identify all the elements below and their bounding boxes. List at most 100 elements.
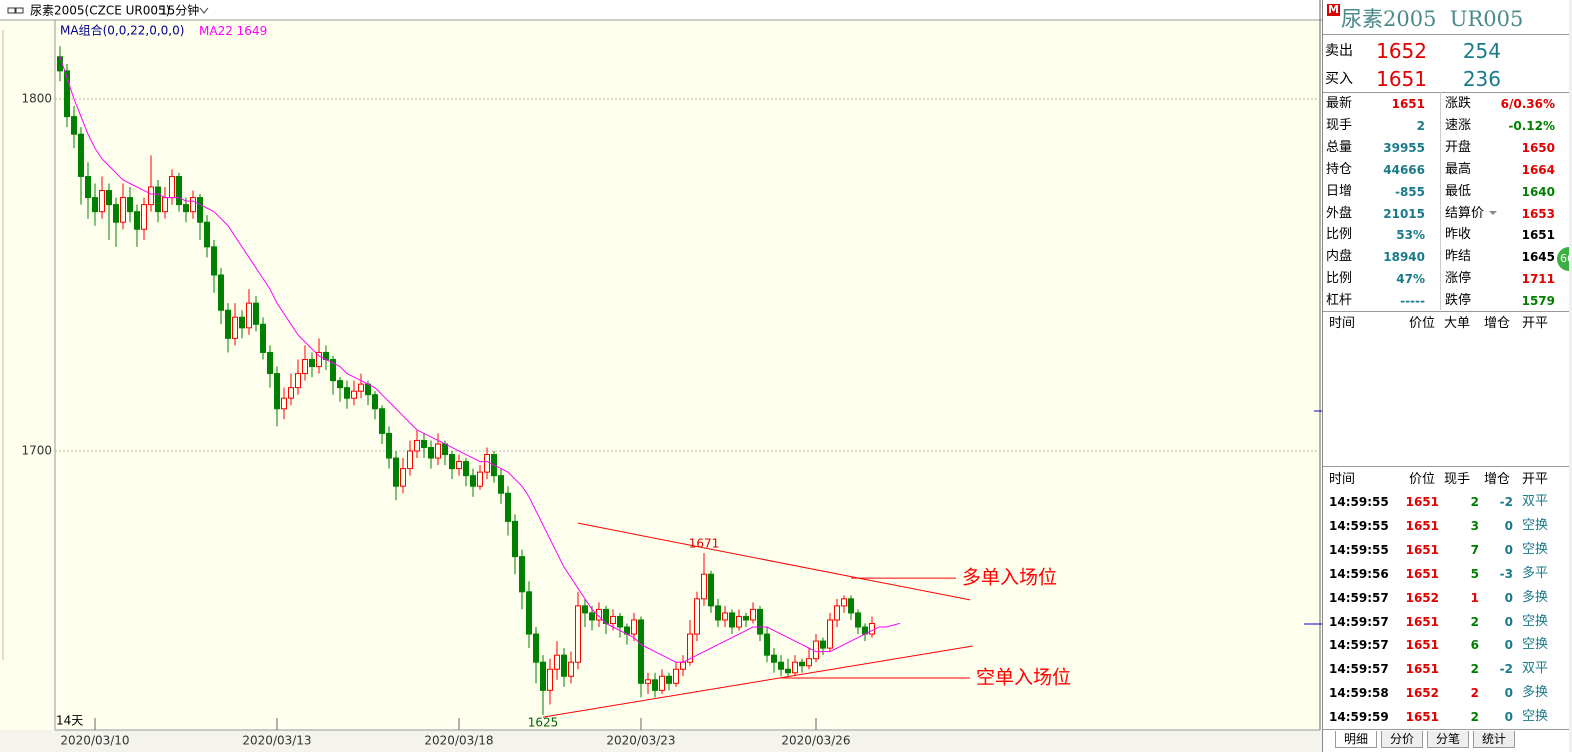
y-tick-label: 1700	[21, 444, 52, 458]
trade-price: 1652	[1405, 686, 1439, 701]
stat-label: 速涨	[1445, 117, 1472, 133]
stat-label: 最低	[1445, 183, 1472, 199]
trade-oi: 0	[1504, 710, 1513, 725]
candle-body	[393, 457, 399, 487]
divider	[1323, 729, 1569, 730]
trade-oi: 0	[1504, 638, 1513, 653]
candle-body	[113, 204, 119, 223]
tab[interactable]: 明细	[1335, 731, 1377, 748]
candle-body	[645, 679, 651, 684]
stat-value: 21015	[1383, 206, 1425, 221]
candle-body	[715, 605, 721, 621]
candle-body	[106, 190, 112, 206]
candle-body	[169, 175, 175, 199]
candle-body	[134, 211, 140, 230]
candle-body	[792, 661, 798, 674]
trade-price: 1651	[1405, 662, 1439, 677]
candle-body	[722, 612, 728, 621]
trade-volume: 7	[1470, 542, 1479, 557]
candle-body	[638, 619, 644, 684]
candle-body	[701, 573, 707, 600]
candle-body	[582, 605, 588, 614]
candle-body	[78, 133, 84, 177]
candle-body	[197, 197, 203, 223]
trade-type: 空换	[1522, 613, 1549, 629]
candle-body	[302, 358, 308, 375]
x-tick-label: 2020/03/10	[60, 734, 129, 748]
trade-price: 1651	[1405, 614, 1439, 629]
toolbar	[0, 0, 1322, 20]
x-tick-label: 2020/03/18	[424, 734, 493, 748]
candle-body	[757, 608, 763, 635]
float-button[interactable]: 66	[1557, 247, 1569, 271]
stats-divider	[1440, 92, 1441, 310]
column-header: 时间	[1329, 472, 1356, 487]
candle-body	[680, 661, 686, 670]
stat-value: 47%	[1396, 272, 1425, 287]
candle-body	[827, 619, 833, 649]
stat-label: 涨停	[1445, 271, 1472, 287]
candle-body	[617, 615, 623, 628]
candle-body	[246, 302, 252, 329]
candle-body	[764, 633, 770, 656]
candle-body	[813, 640, 819, 660]
candle-body	[218, 274, 224, 311]
trade-type: 空换	[1522, 637, 1549, 653]
candle-body	[729, 612, 735, 628]
candle-body	[141, 204, 147, 230]
y-tick-label: 1800	[21, 92, 52, 106]
trade-type: 双平	[1522, 494, 1549, 509]
candle-body	[533, 633, 539, 663]
candle-body	[673, 668, 679, 684]
stat-label: 开盘	[1445, 139, 1472, 155]
trade-time: 14:59:55	[1329, 518, 1389, 533]
trade-volume: 6	[1470, 638, 1479, 653]
trade-volume: 3	[1470, 518, 1479, 533]
stat-label: 涨跌	[1445, 96, 1472, 111]
column-header: 增仓	[1484, 316, 1511, 331]
period-selector[interactable]: 15分钟	[160, 3, 199, 18]
dropdown-arrow	[199, 7, 209, 14]
stat-label: 总量	[1326, 139, 1353, 155]
price-annotation: 1671	[689, 537, 720, 551]
candle-body	[92, 197, 98, 213]
candle-body	[610, 615, 616, 624]
candle-body	[750, 608, 756, 621]
date-bar	[0, 730, 1322, 752]
trade-time: 14:59:56	[1329, 566, 1389, 581]
trade-oi: 0	[1504, 518, 1513, 533]
candle-body	[435, 443, 441, 459]
candle-body	[295, 373, 301, 389]
divider	[1323, 466, 1569, 467]
column-header: 时间	[1329, 316, 1356, 331]
trade-type: 多换	[1522, 589, 1549, 605]
tab[interactable]: 统计	[1473, 731, 1515, 748]
stat-label: 外盘	[1326, 205, 1353, 221]
divider	[1323, 34, 1569, 35]
tab[interactable]: 分笔	[1427, 731, 1469, 748]
trade-volume: 1	[1470, 590, 1479, 605]
candle-body	[337, 380, 343, 389]
candle-body	[274, 373, 280, 410]
trade-volume: 2	[1470, 686, 1479, 701]
candle-body	[869, 622, 875, 635]
ma-line	[59, 56, 901, 663]
symbol-name[interactable]: 尿素2005(CZCE UR005)	[30, 4, 170, 18]
label: 买入	[1325, 71, 1353, 87]
trade-price: 1652	[1405, 590, 1439, 605]
candle-body	[540, 661, 546, 691]
stat-label: 最新	[1326, 96, 1353, 111]
trade-oi: -3	[1499, 566, 1513, 581]
window-icon	[15, 7, 24, 14]
candle-body	[162, 197, 168, 213]
tab[interactable]: 分价	[1381, 731, 1423, 748]
ma-value: 1649	[237, 24, 268, 38]
stat-value: 39955	[1383, 140, 1425, 155]
candle-body	[526, 591, 532, 635]
x-tick-label: 2020/03/26	[781, 734, 850, 748]
column-header: 开平	[1522, 472, 1549, 487]
chart-background	[0, 0, 1322, 752]
candle-body	[519, 556, 525, 593]
stat-value: 1640	[1521, 184, 1555, 199]
trendline-label: 多单入场位	[962, 567, 1057, 589]
